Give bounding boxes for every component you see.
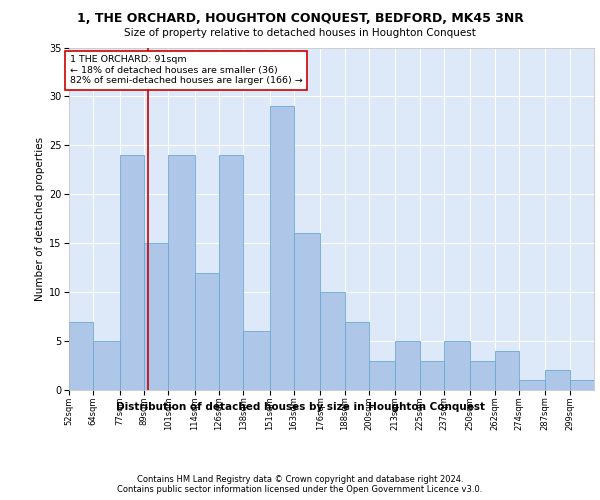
Bar	[519, 380, 545, 390]
Bar	[69, 322, 94, 390]
Bar	[144, 243, 169, 390]
Bar	[94, 341, 119, 390]
Bar	[244, 332, 269, 390]
Bar	[494, 351, 519, 390]
Bar	[320, 292, 344, 390]
Bar	[569, 380, 594, 390]
Bar	[395, 341, 419, 390]
Bar	[470, 360, 494, 390]
Bar	[444, 341, 470, 390]
Text: Distribution of detached houses by size in Houghton Conquest: Distribution of detached houses by size …	[115, 402, 485, 412]
Text: Contains HM Land Registry data © Crown copyright and database right 2024.: Contains HM Land Registry data © Crown c…	[137, 475, 463, 484]
Bar	[119, 155, 144, 390]
Bar	[169, 155, 194, 390]
Bar	[269, 106, 294, 390]
Text: Size of property relative to detached houses in Houghton Conquest: Size of property relative to detached ho…	[124, 28, 476, 38]
Text: 1 THE ORCHARD: 91sqm
← 18% of detached houses are smaller (36)
82% of semi-detac: 1 THE ORCHARD: 91sqm ← 18% of detached h…	[70, 56, 303, 85]
Bar	[219, 155, 244, 390]
Bar	[545, 370, 569, 390]
Bar	[194, 272, 219, 390]
Text: 1, THE ORCHARD, HOUGHTON CONQUEST, BEDFORD, MK45 3NR: 1, THE ORCHARD, HOUGHTON CONQUEST, BEDFO…	[77, 12, 523, 24]
Bar	[294, 234, 320, 390]
Bar	[369, 360, 395, 390]
Bar	[344, 322, 369, 390]
Y-axis label: Number of detached properties: Number of detached properties	[35, 136, 44, 301]
Bar	[419, 360, 444, 390]
Text: Contains public sector information licensed under the Open Government Licence v3: Contains public sector information licen…	[118, 485, 482, 494]
